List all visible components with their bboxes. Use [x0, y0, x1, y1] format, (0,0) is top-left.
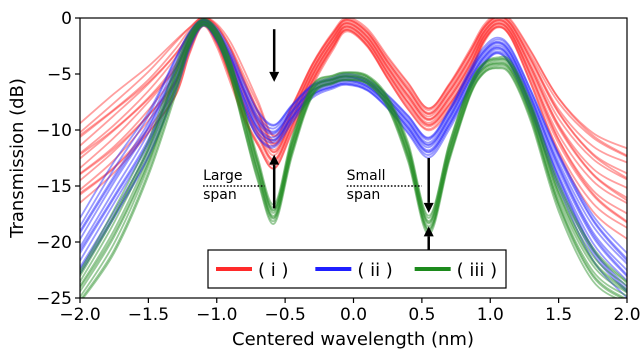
legend-label: ( ii ) — [357, 260, 393, 281]
series-line — [80, 20, 627, 271]
series-line — [82, 24, 619, 298]
annotation-text: Large — [203, 168, 242, 184]
x-axis-label: Centered wavelength (nm) — [232, 329, 474, 350]
series-line — [80, 23, 627, 288]
series-line — [80, 23, 627, 223]
series-line — [80, 20, 627, 291]
x-tick-label: 2.0 — [613, 305, 640, 325]
x-tick-label: −1.5 — [128, 305, 169, 325]
annotation-arrow-head — [269, 71, 280, 82]
series-line — [80, 23, 627, 292]
series-line — [80, 18, 627, 283]
annotation-arrows — [269, 29, 434, 270]
series-line — [80, 23, 627, 224]
series-line — [80, 21, 627, 202]
x-tick-label: 1.5 — [545, 305, 572, 325]
series-line — [80, 19, 627, 262]
series-line — [80, 18, 627, 284]
series-group — [80, 18, 627, 240]
legend-label: ( iii ) — [457, 260, 498, 281]
x-tick-label: 0.0 — [340, 305, 367, 325]
series-line — [80, 24, 627, 293]
series-group — [80, 18, 627, 298]
series-line — [80, 22, 627, 215]
series-line — [80, 21, 627, 293]
annotation-arrow-head — [423, 202, 434, 213]
series-line — [80, 18, 627, 260]
annotation-text: Small — [347, 168, 386, 184]
series-line — [80, 23, 624, 298]
y-tick-label: −25 — [36, 289, 72, 309]
series-line — [80, 25, 627, 240]
x-tick-label: 0.5 — [408, 305, 435, 325]
span-annotations: Large span Small span — [203, 168, 422, 203]
x-tick-label: −2.0 — [59, 305, 100, 325]
y-tick-label: 0 — [61, 9, 72, 29]
series-line — [80, 18, 627, 158]
legend-label: ( i ) — [258, 260, 289, 281]
legend-box — [207, 249, 507, 289]
series-line — [80, 20, 627, 199]
annotation-arrow-head — [423, 226, 434, 237]
series-line — [80, 18, 627, 254]
series-line — [80, 21, 627, 294]
series-line — [80, 22, 627, 282]
series-line — [80, 23, 627, 298]
annotation-text: span — [203, 187, 237, 203]
series-line — [80, 25, 627, 298]
y-axis-label: Transmission (dB) — [7, 78, 28, 239]
series-curves — [80, 18, 627, 298]
series-line — [80, 24, 627, 229]
series-line — [80, 21, 627, 276]
series-line — [80, 19, 627, 287]
y-axis-ticks: 0 −5 −10 −15 −20 −25 — [36, 9, 80, 309]
series-line — [80, 18, 627, 164]
y-tick-label: −15 — [36, 177, 72, 197]
series-line — [80, 21, 627, 204]
x-axis-ticks: −2.0 −1.5 −1.0 −0.5 0.0 0.5 1.0 1.5 2.0 — [59, 298, 641, 325]
series-line — [80, 19, 627, 265]
y-tick-label: −20 — [36, 233, 72, 253]
annotation-arrow-head — [269, 154, 280, 165]
series-line — [80, 18, 627, 157]
series-line — [80, 19, 627, 181]
x-tick-label: −0.5 — [264, 305, 305, 325]
annotation-text: span — [347, 187, 381, 203]
series-group — [80, 18, 627, 298]
legend: ( i ) ( ii ) ( iii ) — [207, 249, 507, 289]
series-line — [80, 18, 627, 179]
series-line — [80, 22, 627, 297]
x-tick-label: −1.0 — [196, 305, 237, 325]
y-tick-label: −10 — [36, 121, 72, 141]
series-line — [80, 19, 627, 189]
series-line — [80, 21, 627, 278]
y-tick-label: −5 — [47, 65, 72, 85]
x-tick-label: 1.0 — [477, 305, 504, 325]
series-line — [80, 18, 627, 150]
